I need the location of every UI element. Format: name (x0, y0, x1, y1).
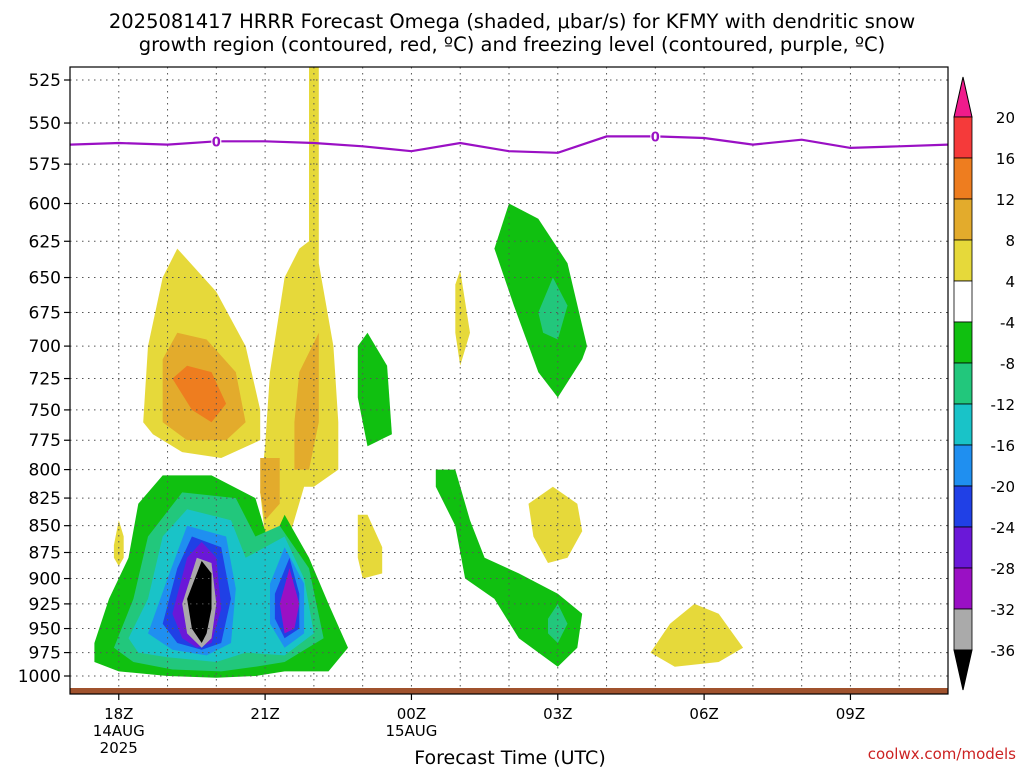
omega-region-right-negative-upper-teal (538, 277, 568, 340)
chart-title-line-1: 2025081417 HRRR Forecast Omega (shaded, … (109, 10, 915, 33)
x-tick-date-label: 14AUG (93, 722, 145, 740)
colorbar-label: -36 (991, 642, 1016, 660)
omega-region-low-right-positive (650, 603, 744, 667)
colorbar-swatch (953, 116, 973, 159)
y-tick-label: 875 (29, 543, 61, 563)
freezing-level-label-bg (650, 129, 661, 144)
y-tick-label: 825 (29, 489, 61, 509)
colorbar-swatch (953, 157, 973, 200)
colorbar-label: -28 (991, 560, 1016, 578)
y-tick-label: 650 (29, 269, 61, 289)
y-tick-label: 925 (29, 595, 61, 615)
omega-region-column-8 (294, 332, 319, 470)
colorbar-label: -24 (991, 519, 1016, 537)
chart-title-line-2: growth region (contoured, red, ºC) and f… (139, 33, 886, 56)
colorbar-label: -4 (1000, 314, 1015, 332)
y-tick-label: 750 (29, 401, 61, 421)
x-tick-label: 21Z (250, 705, 279, 723)
colorbar-label: 20 (996, 109, 1015, 127)
omega-region-upper-left-12 (172, 365, 227, 423)
colorbar-top-arrow (953, 76, 973, 118)
colorbar-label: 12 (996, 191, 1015, 209)
x-tick-date-label: 15AUG (385, 722, 437, 740)
y-tick-label: 1000 (18, 667, 61, 687)
colorbar-label: -16 (991, 437, 1016, 455)
y-tick-label: 850 (29, 517, 61, 537)
y-tick-label: 900 (29, 570, 61, 590)
y-tick-label: 675 (29, 303, 61, 323)
colorbar: 20 16 12 8 4 -4 -8 -12 -16 -20 -24 -28 -32 -36 (953, 76, 1016, 691)
colorbar-swatch (953, 321, 973, 364)
colorbar-bottom-arrow (953, 649, 973, 691)
x-tick-label: 18Z (104, 705, 133, 723)
omega-region-small-positive-left (113, 520, 124, 567)
colorbar-swatch (953, 239, 973, 282)
y-tick-label: 950 (29, 620, 61, 640)
y-tick-label: 525 (29, 71, 61, 91)
y-tick-label: 550 (29, 114, 61, 134)
x-tick-label: 03Z (543, 705, 572, 723)
omega-region-right-negative-lower-teal (548, 603, 568, 643)
freezing-level-label: 0 (212, 135, 221, 150)
colorbar-swatch (953, 485, 973, 528)
y-tick-label: 575 (29, 155, 61, 175)
omega-region-main-negative-black (187, 560, 212, 643)
colorbar-label: -32 (991, 601, 1016, 619)
y-tick-label: 600 (29, 195, 61, 215)
omega-region-right-positive (528, 486, 583, 563)
y-tick-label: 775 (29, 431, 61, 451)
y-tick-label: 725 (29, 370, 61, 390)
watermark: coolwx.com/models (868, 745, 1016, 763)
x-tick-label: 00Z (397, 705, 426, 723)
colorbar-label: -8 (1000, 355, 1015, 373)
y-tick-label: 700 (29, 337, 61, 357)
colorbar-swatch (953, 280, 973, 323)
surface-bar (70, 688, 948, 694)
colorbar-swatch (953, 198, 973, 241)
y-tick-label: 625 (29, 232, 61, 252)
x-axis-label: Forecast Time (UTC) (414, 747, 605, 768)
colorbar-swatch (953, 444, 973, 487)
omega-region-second-violet (279, 568, 300, 634)
y-axis: 525 550 575 600 625 650 675 700 725 750 775 800 825 8… (18, 71, 70, 687)
colorbar-swatch (953, 403, 973, 446)
omega-region-small-negative-left (357, 332, 392, 447)
colorbar-label: 8 (1005, 232, 1015, 250)
omega-region-right-negative-lower (435, 469, 583, 667)
freezing-level-label-bg (211, 134, 222, 149)
colorbar-label: -12 (991, 396, 1016, 414)
omega-region-right-negative-upper (494, 203, 587, 398)
colorbar-label: 16 (996, 150, 1015, 168)
grid-lines (70, 67, 948, 694)
omega-shading (94, 67, 744, 678)
colorbar-swatch (953, 362, 973, 405)
x-tick-year-label: 2025 (100, 739, 138, 757)
colorbar-label: 4 (1005, 273, 1015, 291)
freezing-level-label: 0 (651, 130, 660, 145)
colorbar-swatch (953, 608, 973, 651)
omega-region-thin-positive (455, 270, 470, 366)
plot-frame (69, 66, 949, 695)
y-tick-label: 800 (29, 461, 61, 481)
omega-region-small-positive-mid (357, 514, 383, 579)
x-tick-label: 09Z (836, 705, 865, 723)
colorbar-swatch (953, 526, 973, 569)
y-tick-label: 975 (29, 644, 61, 664)
freezing-level-line (70, 135, 948, 154)
colorbar-swatch (953, 567, 973, 610)
omega-region-column-low-8 (260, 458, 280, 521)
colorbar-label: -20 (991, 478, 1016, 496)
x-tick-label: 06Z (689, 705, 718, 723)
